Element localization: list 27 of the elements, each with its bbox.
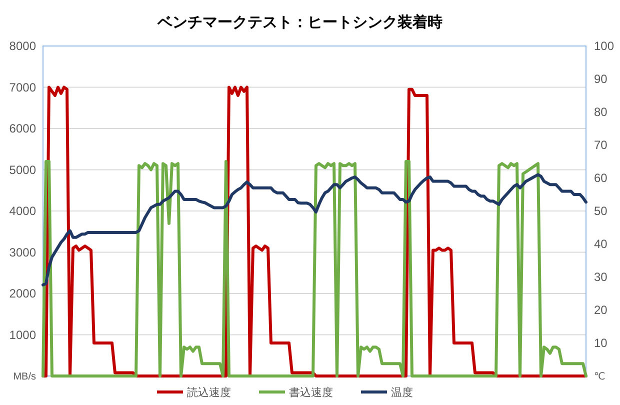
y-tick-label: 3000 <box>9 245 36 260</box>
line-series <box>42 86 588 378</box>
y-tick-label: 5000 <box>9 162 36 177</box>
y-tick-label: MB/s <box>13 372 36 382</box>
y2-tick-label: 80 <box>594 105 608 120</box>
y-tick-label: 8000 <box>9 39 36 54</box>
y-tick-label: 2000 <box>9 286 36 301</box>
y2-tick-label: 50 <box>594 204 608 218</box>
y2-tick-label: 30 <box>594 270 608 284</box>
y-tick-label: 4000 <box>9 204 36 218</box>
legend-label: 書込速度 <box>289 386 333 399</box>
y-tick-label: 1000 <box>9 328 36 342</box>
chart-title: ベンチマークテスト：ヒートシンク装着時 <box>156 13 442 31</box>
y-tick-label: 7000 <box>9 80 36 94</box>
y2-tick-label: 70 <box>594 138 608 152</box>
y2-tick-label: 100 <box>594 39 614 54</box>
y2-tick-label: 90 <box>594 72 608 86</box>
legend-label: 読込速度 <box>187 386 231 399</box>
line-series <box>42 173 588 286</box>
y-tick-label: 6000 <box>9 122 36 136</box>
y2-tick-label: 20 <box>594 303 608 318</box>
y2-tick-label: 10 <box>594 336 608 350</box>
line-series <box>42 160 588 378</box>
y2-tick-label: 40 <box>594 237 608 252</box>
y2-tick-label: ℃ <box>594 372 606 382</box>
legend-label: 温度 <box>391 386 413 399</box>
y2-tick-label: 60 <box>594 171 608 186</box>
